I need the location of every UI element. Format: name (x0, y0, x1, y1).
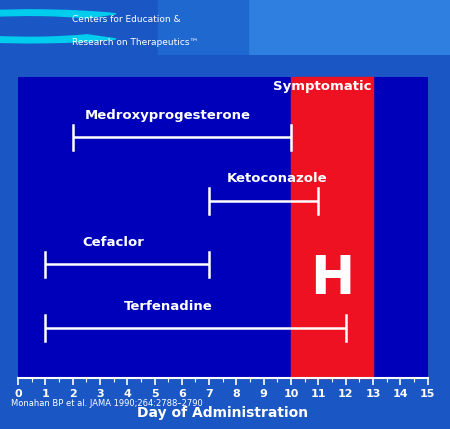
Bar (248, 0, 450, 55)
Wedge shape (0, 10, 116, 43)
Text: Research on Therapeutics™: Research on Therapeutics™ (72, 39, 198, 48)
Text: Terfenadine: Terfenadine (124, 299, 212, 312)
Bar (158, 0, 248, 55)
Text: H: H (310, 253, 354, 305)
Text: Monahan BP et al. JAMA 1990;264:2788–2790: Monahan BP et al. JAMA 1990;264:2788–279… (11, 399, 203, 408)
Text: Symptomatic: Symptomatic (273, 80, 372, 93)
Text: Ketoconazole: Ketoconazole (227, 172, 328, 185)
Text: Cefaclor: Cefaclor (83, 236, 144, 249)
Text: Medroxyprogesterone: Medroxyprogesterone (85, 109, 251, 122)
Bar (291, 77, 373, 378)
X-axis label: Day of Administration: Day of Administration (137, 406, 308, 420)
Text: Centers for Education &: Centers for Education & (72, 15, 180, 24)
